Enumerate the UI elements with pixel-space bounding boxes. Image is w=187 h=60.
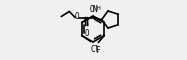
Text: O: O [85, 29, 89, 38]
Text: Cl: Cl [90, 45, 99, 54]
Text: O: O [90, 6, 95, 15]
Text: N: N [93, 5, 98, 14]
Text: H: H [96, 6, 100, 12]
Text: F: F [95, 46, 100, 55]
Text: O: O [75, 12, 80, 21]
